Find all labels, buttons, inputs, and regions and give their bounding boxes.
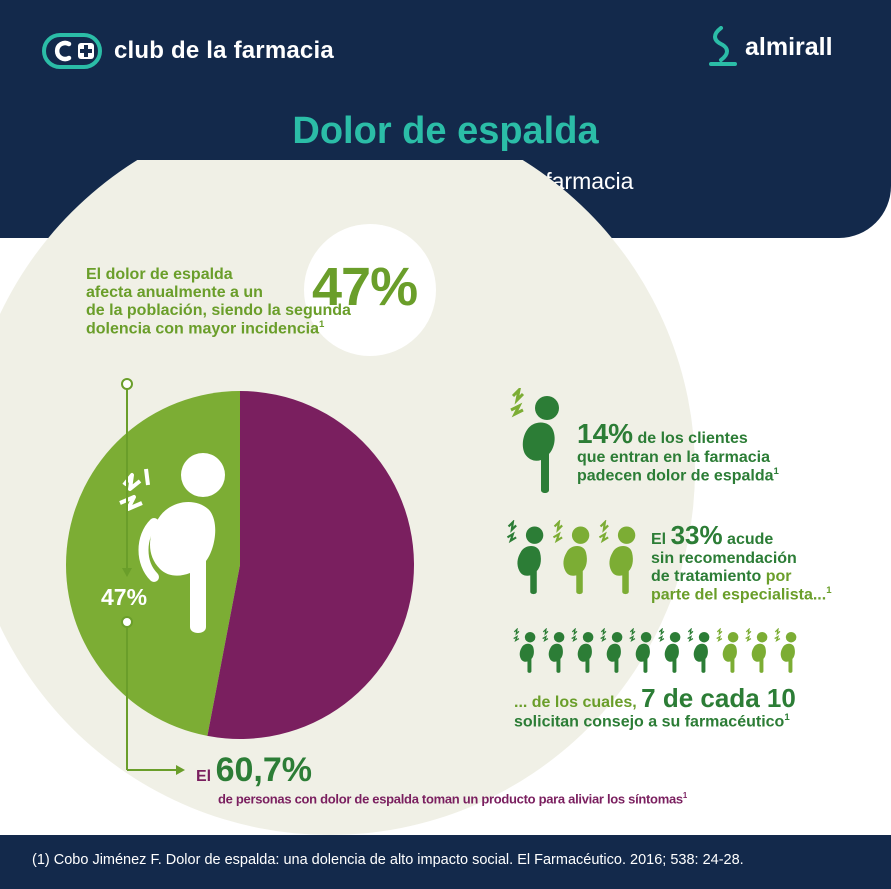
product-stat-heading: El 60,7% [196,751,312,789]
person-pain-icon [506,520,544,595]
person-pain-icon [629,628,652,673]
person-pain-icon [598,520,636,595]
person-pain-icon [716,628,739,673]
pie-label: 47% [101,584,148,610]
person-pain-icon [687,628,710,673]
person-pain-icon [774,628,797,673]
club-logo-icon [42,33,102,69]
person-pain-icon [600,628,623,673]
product-stat-text: de personas con dolor de espalda toman u… [218,791,687,807]
connector-line [121,378,185,775]
almirall-logo-text: almirall [745,32,833,61]
annual-stat-value: 47% [312,257,418,317]
almirall-logo-icon [709,26,737,66]
three-persons-icons [505,520,655,600]
no-recommendation-stat-text: El 33% acude sin recomendación de tratam… [651,520,832,604]
pie-slice-purple [207,391,415,739]
clients-stat-value: 14% [577,418,634,449]
single-person-pain-icon [510,388,559,493]
ten-persons-icons [512,628,812,676]
footer: (1) Cobo Jiménez F. Dolor de espalda: un… [0,835,891,889]
person-pain-icon [658,628,681,673]
person-pain-icon [571,628,594,673]
product-stat-value: 60,7% [215,751,312,789]
footer-reference: (1) Cobo Jiménez F. Dolor de espalda: un… [32,852,744,868]
annual-stat-text: El dolor de espalda afecta anualmente a … [86,266,351,338]
club-logo[interactable]: club de la farmacia [42,33,334,69]
advice-stat-text: ... de los cuales, 7 de cada 10 solicita… [514,683,796,731]
club-logo-text: club de la farmacia [114,37,334,64]
person-pain-icon [745,628,768,673]
no-recommendation-stat-value: 33% [670,520,723,550]
almirall-logo[interactable]: almirall [707,26,833,68]
person-pain-icon [513,628,536,673]
advice-stat-value: 7 de cada 10 [641,683,796,713]
person-pain-icon [552,520,590,595]
clients-stat-text: 14% de los clientes que entran en la far… [577,418,779,485]
back-pain-person-icon [119,453,225,633]
page-title: Dolor de espalda [292,110,599,152]
person-pain-icon [542,628,565,673]
